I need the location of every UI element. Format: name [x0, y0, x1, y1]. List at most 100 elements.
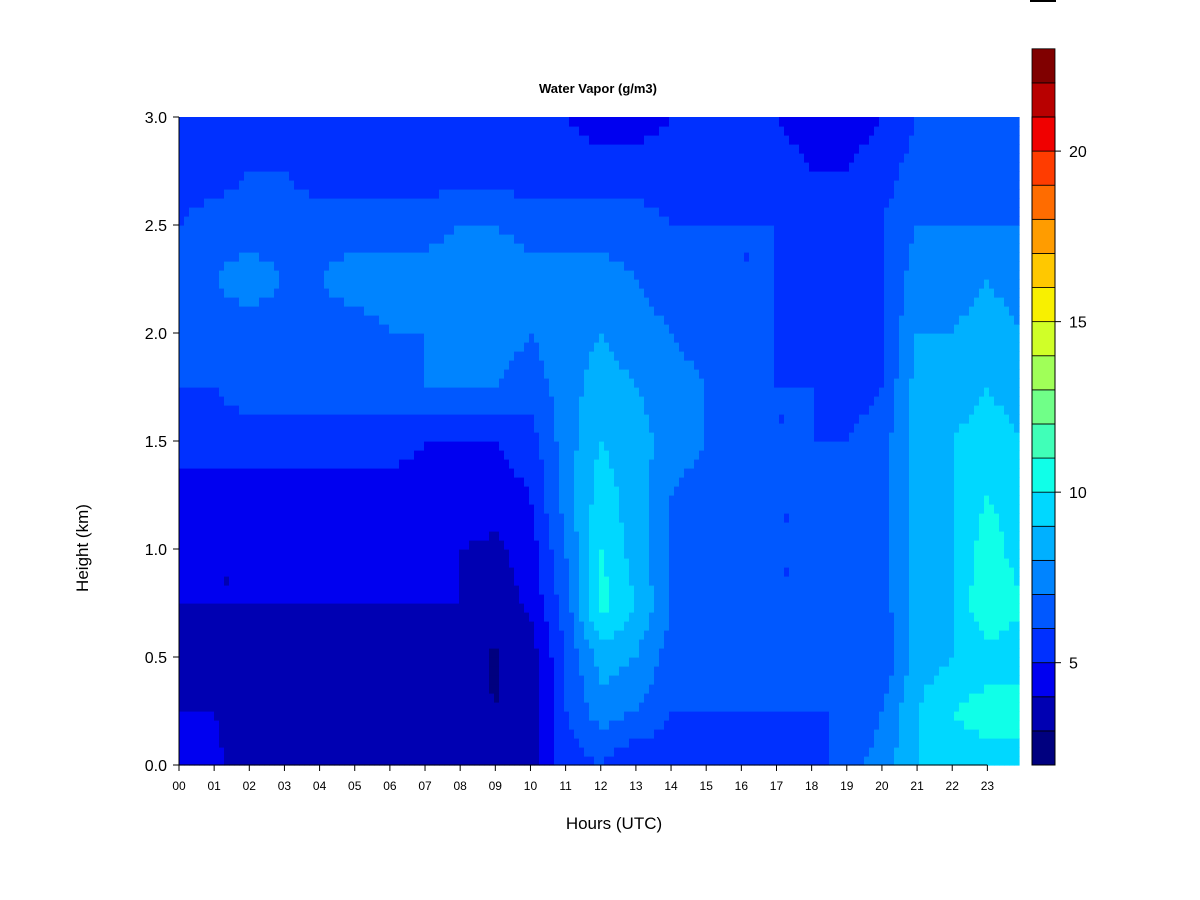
heatmap-cell — [324, 612, 330, 622]
heatmap-cell — [359, 693, 365, 703]
heatmap-cell — [289, 288, 295, 298]
heatmap-cell — [439, 144, 445, 154]
heatmap-cell — [379, 198, 385, 208]
heatmap-cell — [394, 288, 400, 298]
heatmap-cell — [234, 477, 240, 487]
heatmap-cell — [309, 459, 315, 469]
heatmap-cell — [479, 135, 485, 145]
heatmap-cell — [279, 468, 285, 478]
heatmap-cell — [404, 135, 410, 145]
heatmap-cell — [404, 297, 410, 307]
heatmap-cell — [424, 126, 430, 136]
heatmap-cell — [419, 153, 425, 163]
heatmap-cell — [264, 234, 270, 244]
heatmap-cell — [404, 180, 410, 190]
heatmap-cell — [259, 234, 265, 244]
heatmap-cell — [219, 648, 225, 658]
heatmap-cell — [454, 198, 460, 208]
heatmap-cell — [284, 630, 290, 640]
heatmap-cell — [394, 468, 400, 478]
heatmap-cell — [269, 396, 275, 406]
heatmap-cell — [209, 117, 215, 127]
heatmap-cell — [289, 306, 295, 316]
heatmap-cell — [289, 252, 295, 262]
heatmap-cell — [479, 243, 485, 253]
heatmap-cell — [514, 504, 520, 514]
heatmap-cell — [354, 432, 360, 442]
heatmap-cell — [434, 693, 440, 703]
heatmap-cell — [404, 621, 410, 631]
heatmap-cell — [184, 495, 190, 505]
heatmap-cell — [449, 135, 455, 145]
heatmap-cell — [254, 288, 260, 298]
heatmap-cell — [344, 342, 350, 352]
heatmap-cell — [499, 279, 505, 289]
heatmap-cell — [249, 738, 255, 748]
heatmap-cell — [289, 459, 295, 469]
heatmap-cell — [244, 225, 250, 235]
heatmap-cell — [189, 576, 195, 586]
heatmap-cell — [204, 441, 210, 451]
heatmap-cell — [429, 450, 435, 460]
heatmap-cell — [469, 711, 475, 721]
heatmap-cell — [369, 558, 375, 568]
heatmap-cell — [304, 522, 310, 532]
heatmap-cell — [419, 306, 425, 316]
heatmap-cell — [294, 117, 300, 127]
heatmap-cell — [364, 621, 370, 631]
heatmap-cell — [274, 198, 280, 208]
heatmap-cell — [489, 477, 495, 487]
heatmap-cell — [454, 333, 460, 343]
heatmap-cell — [494, 378, 500, 388]
heatmap-cell — [199, 729, 205, 739]
heatmap-cell — [524, 756, 530, 766]
heatmap-cell — [489, 567, 495, 577]
heatmap-cell — [234, 135, 240, 145]
heatmap-cell — [309, 414, 315, 424]
heatmap-cell — [399, 216, 405, 226]
heatmap-cell — [449, 756, 455, 766]
heatmap-cell — [399, 603, 405, 613]
heatmap-cell — [499, 603, 505, 613]
heatmap-cell — [334, 360, 340, 370]
heatmap-cell — [219, 135, 225, 145]
heatmap-cell — [359, 468, 365, 478]
heatmap-cell — [274, 342, 280, 352]
heatmap-cell — [464, 756, 470, 766]
heatmap-cell — [229, 198, 235, 208]
heatmap-cell — [439, 324, 445, 334]
heatmap-cell — [484, 162, 490, 172]
heatmap-cell — [319, 477, 325, 487]
heatmap-cell — [254, 540, 260, 550]
heatmap-cell — [454, 441, 460, 451]
heatmap-cell — [254, 720, 260, 730]
heatmap-cell — [464, 315, 470, 325]
heatmap-cell — [464, 396, 470, 406]
heatmap-cell — [199, 126, 205, 136]
heatmap-cell — [474, 693, 480, 703]
heatmap-cell — [214, 729, 220, 739]
heatmap-cell — [339, 693, 345, 703]
heatmap-cell — [369, 459, 375, 469]
heatmap-cell — [494, 180, 500, 190]
heatmap-cell — [324, 450, 330, 460]
heatmap-cell — [364, 495, 370, 505]
heatmap-cell — [204, 144, 210, 154]
heatmap-cell — [514, 270, 520, 280]
heatmap-cell — [414, 171, 420, 181]
heatmap-cell — [399, 486, 405, 496]
heatmap-cell — [514, 297, 520, 307]
heatmap-cell — [489, 621, 495, 631]
heatmap-cell — [484, 459, 490, 469]
heatmap-cell — [239, 729, 245, 739]
heatmap-cell — [299, 747, 305, 757]
heatmap-cell — [374, 378, 380, 388]
heatmap-cell — [399, 540, 405, 550]
heatmap-cell — [269, 324, 275, 334]
heatmap-cell — [444, 567, 450, 577]
heatmap-cell — [179, 279, 185, 289]
heatmap-cell — [434, 540, 440, 550]
heatmap-cell — [399, 432, 405, 442]
heatmap-cell — [384, 171, 390, 181]
heatmap-cell — [284, 333, 290, 343]
